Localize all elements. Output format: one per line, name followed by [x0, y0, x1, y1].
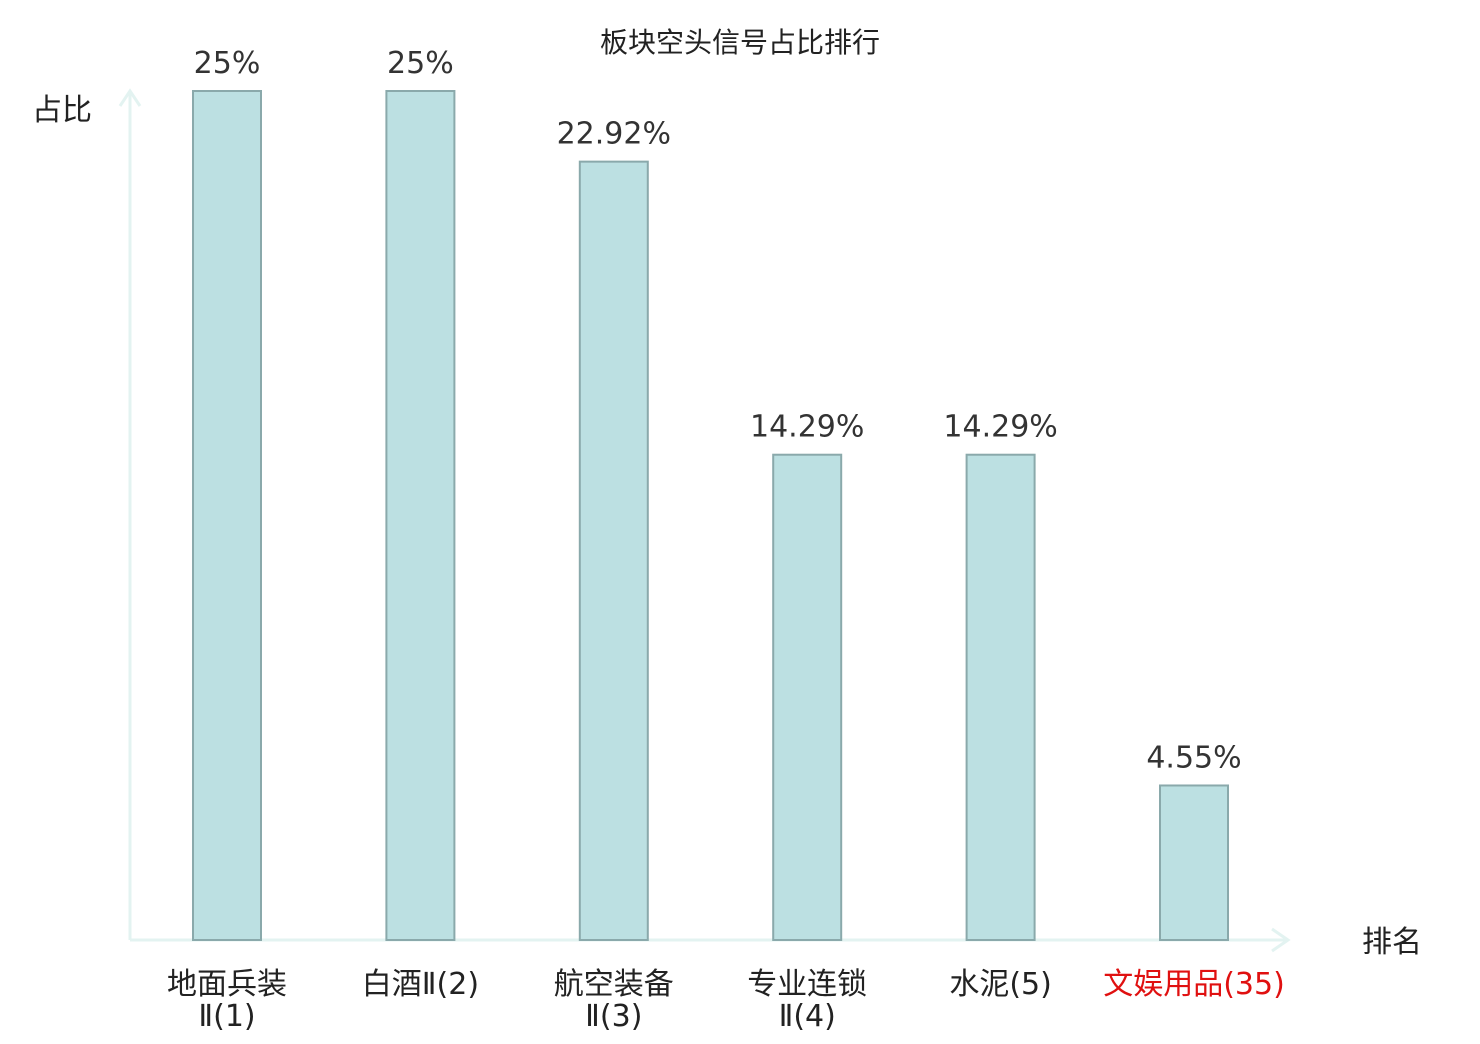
x-axis-label: 排名 [1362, 925, 1422, 960]
value-label: 14.29% [750, 410, 864, 445]
axes [118, 88, 1291, 953]
bar [385, 90, 456, 941]
category-label-line: 文娱用品(35) [1103, 967, 1285, 1002]
y-axis-label: 占比 [32, 93, 92, 128]
bar [965, 453, 1036, 941]
y-axis-arrow [118, 88, 142, 107]
bar [772, 453, 843, 941]
category-label: 专业连锁 Ⅱ(4) [747, 967, 867, 1034]
bar [1159, 784, 1229, 941]
bar [578, 160, 649, 942]
category-label-line: 水泥(5) [949, 967, 1052, 1002]
category-label-line: 航空装备 [554, 967, 674, 1002]
x-axis-arrow [1271, 927, 1291, 953]
category-label-line: 专业连锁 [747, 967, 867, 1002]
category-label-line: Ⅱ(3) [585, 999, 642, 1034]
category-label-line: 地面兵装 [167, 967, 287, 1002]
category-label: 水泥(5) [949, 967, 1052, 1002]
value-labels-group: 25% 25% 22.92% 14.29% 14.29% 4.55% [194, 46, 1242, 775]
value-label: 25% [194, 46, 261, 81]
category-label: 白酒Ⅱ(2) [362, 967, 479, 1002]
bars-group [192, 90, 1229, 942]
value-label: 4.55% [1146, 740, 1241, 775]
category-label-line: Ⅱ(4) [779, 999, 836, 1034]
value-label: 14.29% [943, 410, 1057, 445]
category-label-line: 白酒Ⅱ(2) [362, 967, 479, 1002]
category-label: 地面兵装 Ⅱ(1) [167, 967, 287, 1034]
category-label: 文娱用品(35) [1103, 967, 1285, 1002]
category-label-line: Ⅱ(1) [198, 999, 255, 1034]
value-label: 22.92% [557, 117, 671, 152]
category-label: 航空装备 Ⅱ(3) [554, 967, 674, 1034]
bar [192, 90, 262, 941]
category-labels-group: 地面兵装 Ⅱ(1) 白酒Ⅱ(2) 航空装备 Ⅱ(3) 专业连锁 Ⅱ(4) 水泥(5) 文娱用品(… [167, 967, 1285, 1034]
value-label: 25% [387, 46, 454, 81]
chart-title: 板块空头信号占比排行 [600, 26, 880, 59]
